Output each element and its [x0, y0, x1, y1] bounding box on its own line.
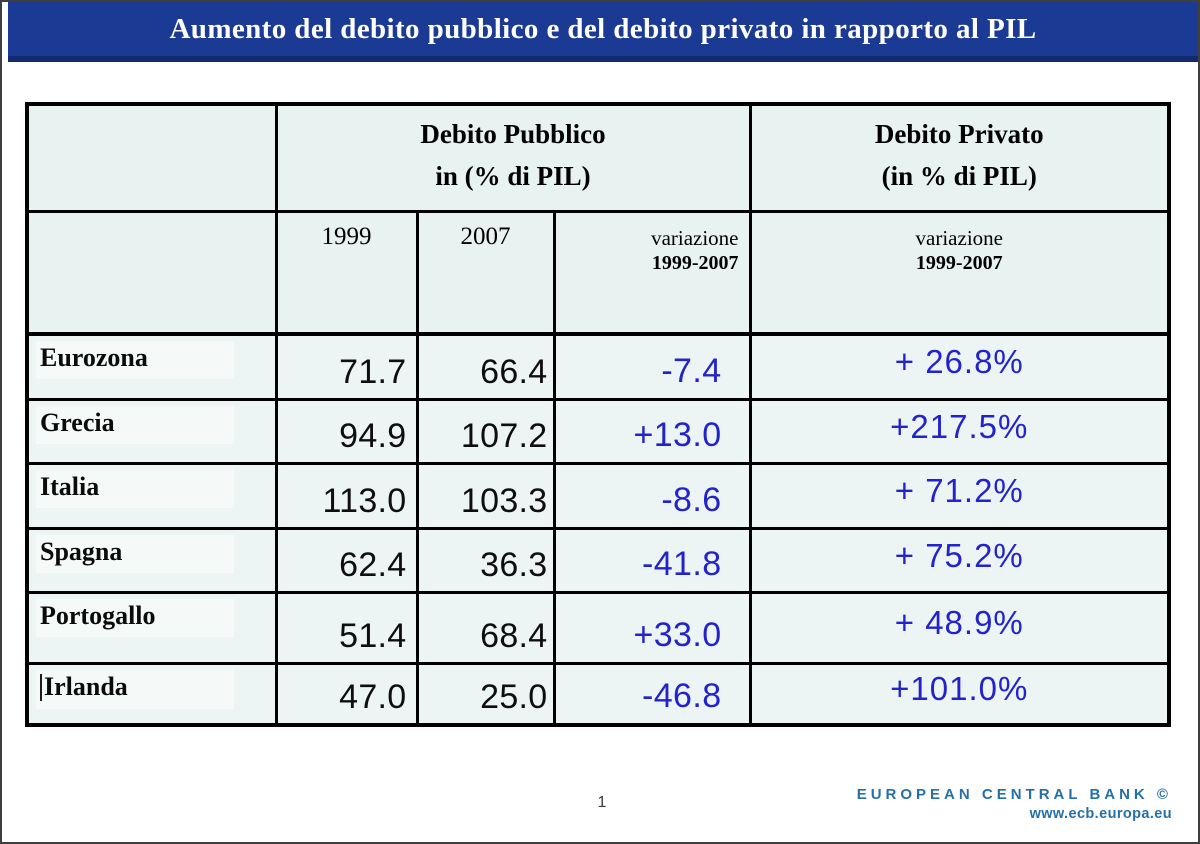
var-public-line2: 1999-2007: [651, 251, 739, 274]
country-label: Eurozona: [40, 343, 148, 372]
col-header-var-public: variazione 1999-2007: [552, 209, 752, 336]
corner-cell-2: [25, 209, 278, 336]
country-label-box[interactable]: Spagna: [36, 534, 234, 573]
value-var-public: -7.4: [552, 332, 752, 401]
value-2007: 107.2: [415, 397, 556, 465]
ecb-footer: EUROPEAN CENTRAL BANK © www.ecb.europa.e…: [857, 786, 1172, 822]
table-row-eurozona: Eurozona 71.7 66.4 -7.4 + 26.8%: [25, 332, 1171, 401]
value-var-public: -8.6: [552, 461, 752, 530]
var-public-line1: variazione: [651, 225, 739, 250]
value-var-private: + 71.2%: [748, 461, 1171, 530]
table-row-grecia: Grecia 94.9 107.2 +13.0 +217.5%: [25, 397, 1171, 465]
private-debt-header-line1: Debito Privato: [874, 119, 1044, 149]
value-1999: 51.4: [274, 590, 419, 665]
value-var-public: -41.8: [552, 526, 752, 594]
table-row-spagna: Spagna 62.4 36.3 -41.8 + 75.2%: [25, 526, 1171, 594]
private-debt-header: Debito Privato (in % di PIL): [748, 102, 1171, 213]
country-label: Portogallo: [40, 600, 156, 630]
value-var-public: +13.0: [552, 397, 752, 465]
country-label: Irlanda: [44, 671, 128, 701]
col-header-1999: 1999: [274, 209, 419, 336]
table-row-portogallo: Portogallo 51.4 68.4 +33.0 + 48.9%: [25, 590, 1171, 665]
value-var-private: +101.0%: [748, 661, 1171, 727]
title-band: Aumento del debito pubblico e del debito…: [8, 2, 1198, 62]
ecb-url[interactable]: www.ecb.europa.eu: [1029, 806, 1172, 822]
col-header-2007: 2007: [415, 209, 556, 336]
table-row-italia: Italia 113.0 103.3 -8.6 + 71.2%: [25, 461, 1171, 530]
page-number: 1: [597, 794, 607, 811]
country-label: Italia: [40, 471, 100, 501]
value-var-public: -46.8: [552, 661, 752, 727]
column-header-row: 1999 2007 variazione 1999-2007 variazion…: [25, 209, 1171, 336]
table-row-irlanda: Irlanda 47.0 25.0 -46.8 +101.0%: [25, 661, 1171, 727]
public-debt-header-line1: Debito Pubblico: [420, 119, 606, 149]
value-var-private: + 26.8%: [748, 332, 1171, 401]
value-var-private: +217.5%: [748, 397, 1171, 465]
country-label: Grecia: [40, 407, 115, 437]
slide-title: Aumento del debito pubblico e del debito…: [169, 12, 1037, 45]
text-cursor: [40, 673, 42, 701]
debt-table: Debito Pubblico in (% di PIL) Debito Pri…: [25, 102, 1172, 727]
country-label-box[interactable]: Portogallo: [36, 598, 234, 637]
public-debt-header-line2: in (% di PIL): [435, 160, 591, 191]
value-var-public: +33.0: [552, 590, 752, 665]
value-1999: 113.0: [274, 461, 419, 530]
value-1999: 47.0: [274, 661, 419, 727]
value-1999: 94.9: [274, 397, 419, 465]
value-var-private: + 48.9%: [748, 590, 1171, 665]
country-label-box[interactable]: Grecia: [36, 405, 234, 444]
country-label: Spagna: [40, 536, 123, 566]
value-1999: 62.4: [274, 526, 419, 594]
country-label-box[interactable]: Eurozona: [36, 341, 234, 380]
col-header-var-private: variazione 1999-2007: [748, 209, 1171, 336]
group-header-row: Debito Pubblico in (% di PIL) Debito Pri…: [25, 102, 1171, 213]
country-label-box[interactable]: Irlanda: [36, 669, 234, 709]
public-debt-header: Debito Pubblico in (% di PIL): [274, 102, 752, 213]
corner-cell: [25, 102, 278, 213]
value-var-private: + 75.2%: [748, 526, 1171, 594]
private-debt-header-line2: (in % di PIL): [881, 160, 1037, 191]
value-1999: 71.7: [274, 332, 419, 401]
value-2007: 66.4: [415, 332, 556, 401]
value-2007: 103.3: [415, 461, 556, 530]
var-private-line1: variazione: [915, 225, 1003, 250]
var-private-line2: 1999-2007: [915, 251, 1003, 274]
country-label-box[interactable]: Italia: [36, 469, 234, 508]
value-2007: 68.4: [415, 590, 556, 665]
value-2007: 25.0: [415, 661, 556, 727]
ecb-brand-text: EUROPEAN CENTRAL BANK ©: [856, 786, 1172, 803]
value-2007: 36.3: [415, 526, 556, 594]
